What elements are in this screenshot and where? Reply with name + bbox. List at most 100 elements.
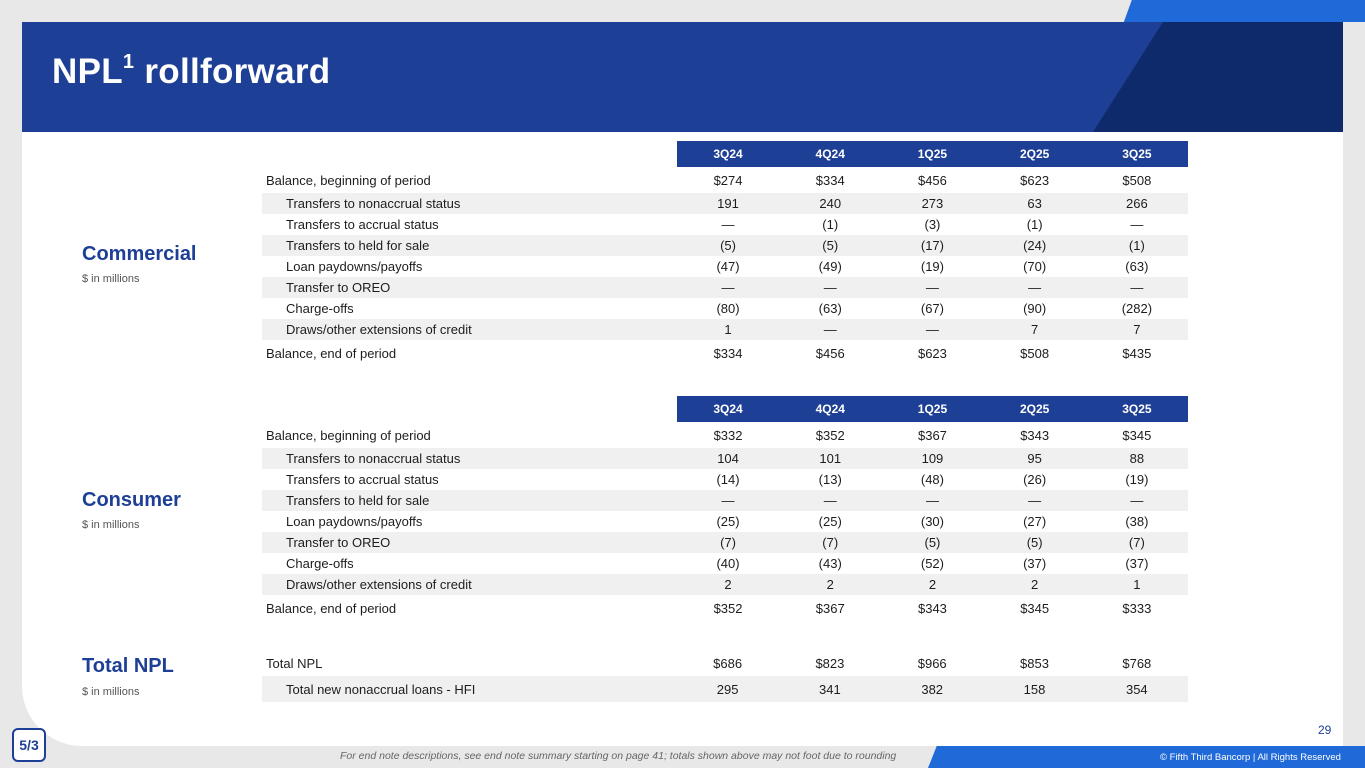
table-row: Charge-offs (40) (43) (52) (37) (37) [262,553,1188,574]
cell: 191 [676,193,780,214]
table-row: Transfers to accrual status — (1) (3) (1… [262,214,1188,235]
row-label: Transfers to nonaccrual status [262,193,677,214]
cell: — [779,319,882,340]
cell: $623 [917,345,947,361]
table-row: Draws/other extensions of credit 1 — — 7… [262,319,1188,340]
table-row: Balance, end of period $352 $367 $343 $3… [262,595,1188,621]
cell: (27) [1023,514,1047,529]
table-row: Total NPL $686 $823 $966 $853 $768 [262,650,1188,676]
copyright-band [928,746,1365,768]
row-label: Charge-offs [286,556,354,571]
cell: $332 [713,427,743,443]
cell: $367 [917,427,947,443]
cell: 1 [676,319,780,340]
copyright: © Fifth Third Bancorp | All Rights Reser… [1160,752,1341,763]
commercial-table: 3Q24 4Q24 1Q25 2Q25 3Q25 Balance, beginn… [262,141,1188,366]
cell: (63) [818,301,842,316]
row-label: Transfer to OREO [262,532,677,553]
cell: (38) [1125,514,1149,529]
cell: $274 [713,172,743,188]
commercial-sub: $ in millions [82,273,140,285]
quarter-header: 3Q24 [676,396,780,422]
cell: $435 [1122,345,1152,361]
cell: $456 [917,172,947,188]
cell: — [983,490,1086,511]
slide-header [22,22,1343,132]
cell: — [779,490,882,511]
quarter-header: 1Q25 [881,141,984,167]
cell: (67) [920,301,944,316]
table-row: Loan paydowns/payoffs (47) (49) (19) (70… [262,256,1188,277]
cell: — [881,319,984,340]
row-label: Transfers to accrual status [286,472,439,487]
cell: (5) [983,532,1086,553]
cell: (14) [716,472,740,487]
cell: 295 [676,676,779,702]
cell: (24) [983,235,1086,256]
cell: (48) [920,472,944,487]
row-label: Balance, end of period [266,600,397,616]
footnote: For end note descriptions, see end note … [340,750,897,762]
cell: 63 [983,193,1086,214]
commercial-header-row: 3Q24 4Q24 1Q25 2Q25 3Q25 [262,141,1188,167]
cell: (3) [924,217,941,232]
page-number: 29 [1318,723,1332,737]
table-row: Transfers to held for sale (5) (5) (17) … [262,235,1188,256]
table-row: Transfers to held for sale — — — — — [262,490,1188,511]
cell: (7) [1085,532,1188,553]
cell: — [1085,490,1188,511]
cell: (26) [1023,472,1047,487]
table-row: Draws/other extensions of credit 2 2 2 2… [262,574,1188,595]
cell: — [779,277,882,298]
table-row: Charge-offs (80) (63) (67) (90) (282) [262,298,1188,319]
table-row: Loan paydowns/payoffs (25) (25) (30) (27… [262,511,1188,532]
cell: — [1085,277,1188,298]
cell: (19) [1125,472,1149,487]
cell: (282) [1121,301,1153,316]
cell: $343 [917,600,947,616]
cell: (5) [676,235,780,256]
cell: (30) [920,514,944,529]
cell: (25) [818,514,842,529]
cell: 2 [676,574,780,595]
consumer-header-row: 3Q24 4Q24 1Q25 2Q25 3Q25 [262,396,1188,422]
row-label: Balance, end of period [266,345,397,361]
cell: $623 [1020,172,1050,188]
cell: $508 [1122,172,1152,188]
header-dark-panel [1093,22,1343,132]
cell: — [676,490,780,511]
cell: (40) [716,556,740,571]
cell: 95 [983,448,1086,469]
table-row: Total new nonaccrual loans - HFI 295 341… [262,676,1188,702]
cell: $334 [713,345,743,361]
table-row: Balance, beginning of period $332 $352 $… [262,422,1188,448]
cell: $853 [1020,655,1049,671]
cell: (5) [881,532,984,553]
row-label: Balance, beginning of period [266,172,431,188]
cell: $333 [1122,600,1152,616]
cell: (7) [779,532,882,553]
cell: (5) [779,235,882,256]
cell: — [881,490,984,511]
row-label: Total NPL [266,655,323,671]
cell: (25) [716,514,740,529]
commercial-label: Commercial [82,243,197,265]
table-row: Transfer to OREO — — — — — [262,277,1188,298]
cell: $334 [815,172,845,188]
cell: $456 [815,345,845,361]
cell: 101 [779,448,882,469]
consumer-table: 3Q24 4Q24 1Q25 2Q25 3Q25 Balance, beginn… [262,396,1188,621]
cell: $367 [815,600,845,616]
cell: 7 [1085,319,1188,340]
row-label: Draws/other extensions of credit [262,319,677,340]
cell: (80) [716,301,740,316]
cell: 2 [983,574,1086,595]
fifth-third-logo-icon: 5/3 [12,728,46,762]
quarter-header: 2Q25 [983,141,1086,167]
table-row: Transfer to OREO (7) (7) (5) (5) (7) [262,532,1188,553]
cell: (7) [676,532,780,553]
row-label: Transfers to accrual status [286,217,439,232]
table-row: Transfers to accrual status (14) (13) (4… [262,469,1188,490]
cell: $686 [713,655,743,671]
row-label: Charge-offs [286,301,354,316]
